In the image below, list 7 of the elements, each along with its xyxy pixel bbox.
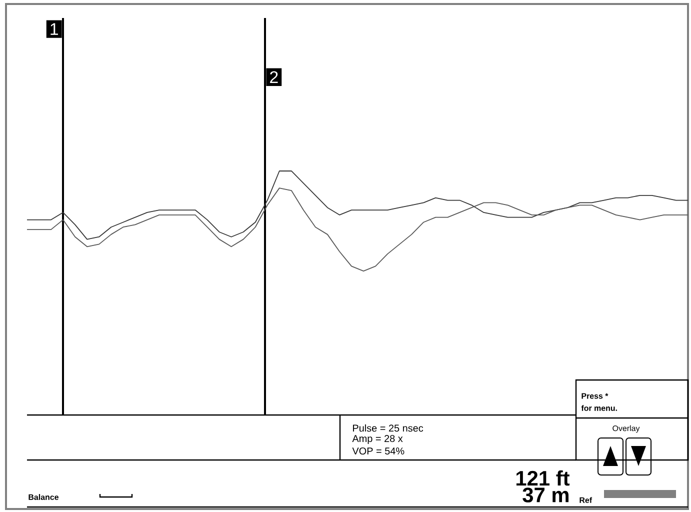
text: Pulse = 25 nsec	[353, 424, 424, 432]
text: Amp = 28 x	[352, 434, 403, 444]
text: 37 m	[522, 488, 568, 502]
text: 1	[50, 23, 58, 35]
text: 121 ft	[516, 470, 570, 486]
text: 2	[270, 71, 278, 84]
text: VOP = 54%	[352, 447, 404, 455]
